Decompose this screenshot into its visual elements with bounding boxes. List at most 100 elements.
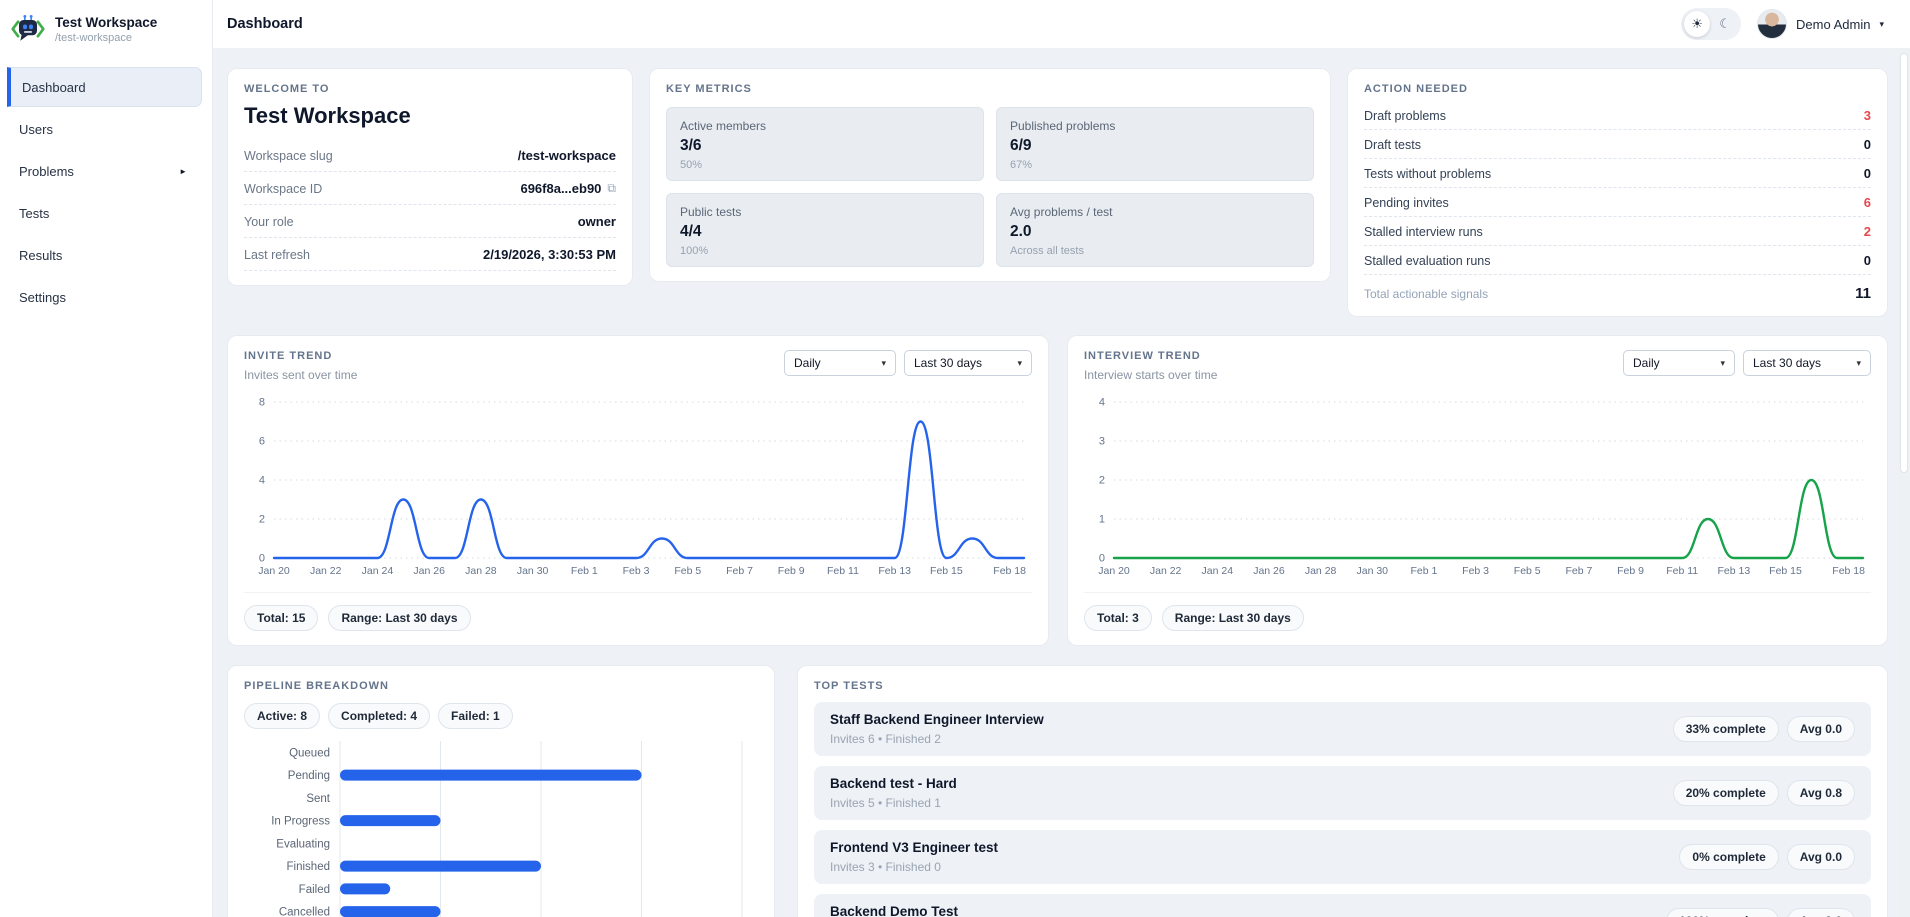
action-row-tests-without-problems: Tests without problems 0 — [1364, 159, 1871, 188]
sidebar-item-settings[interactable]: Settings — [0, 277, 202, 317]
invite-trend-title: INVITE TREND — [244, 350, 333, 362]
sidebar-item-label: Settings — [19, 289, 66, 305]
sidebar-item-dashboard[interactable]: Dashboard — [7, 67, 202, 107]
svg-text:Feb 5: Feb 5 — [674, 565, 701, 577]
sidebar-item-results[interactable]: Results — [0, 235, 202, 275]
scrollbar-thumb[interactable] — [1900, 53, 1908, 473]
select-value: Daily — [794, 356, 821, 370]
svg-text:Feb 11: Feb 11 — [827, 565, 859, 577]
action-count: 0 — [1863, 166, 1871, 181]
sun-icon: ☀ — [1691, 16, 1703, 31]
avg-score-badge: Avg 3.0 — [1786, 908, 1855, 917]
user-menu[interactable]: Demo Admin ▾ — [1757, 9, 1884, 39]
select-value: Last 30 days — [1753, 356, 1822, 370]
invite-trend-card: INVITE TREND Invites sent over time Dail… — [227, 335, 1049, 646]
top-tests-card: TOP TESTS Staff Backend Engineer Intervi… — [797, 665, 1888, 917]
action-row-stalled-evaluation-runs: Stalled evaluation runs 0 — [1364, 246, 1871, 275]
top-tests-section-label: TOP TESTS — [814, 680, 884, 692]
action-needed-section-label: ACTION NEEDED — [1364, 83, 1468, 95]
metric-sub: Across all tests — [1010, 245, 1084, 257]
welcome-workspace-title: Test Workspace — [244, 103, 411, 128]
metric-label: Active members — [680, 119, 767, 133]
interview-trend-chart: 0 1 2 3 4 Jan 20 Jan 22 Jan 24 Jan 26 Jan 28 Jan 3… — [1084, 390, 1871, 580]
workspace-id-value: 696f8a...eb90 — [520, 181, 602, 196]
welcome-card: WELCOME TO Test Workspace Workspace slug… — [227, 68, 633, 286]
svg-text:2: 2 — [259, 514, 265, 526]
workspace-switcher[interactable]: Test Workspace /test-workspace — [0, 0, 212, 61]
interview-range-select[interactable]: Last 30 days ▾ — [1743, 350, 1871, 376]
svg-text:0: 0 — [259, 553, 265, 565]
row-value: 696f8a...eb90 ⧉ — [520, 181, 616, 196]
svg-text:Sent: Sent — [306, 793, 330, 805]
workspace-logo-icon — [11, 14, 45, 41]
pipeline-bar-chart: 02468QueuedPendingSentIn ProgressEvaluat… — [244, 737, 758, 917]
moon-icon: ☾ — [1719, 16, 1731, 31]
invite-range-select[interactable]: Last 30 days ▾ — [904, 350, 1032, 376]
svg-text:Feb 15: Feb 15 — [930, 565, 963, 577]
action-count: 6 — [1863, 195, 1871, 210]
metric-sub: 67% — [1010, 159, 1033, 171]
chevron-down-icon: ▾ — [1856, 357, 1861, 368]
test-row[interactable]: Backend test - Hard Invites 5 • Finished… — [814, 766, 1871, 820]
metric-sub: 50% — [680, 159, 703, 171]
invite-trend-subtitle: Invites sent over time — [244, 368, 358, 382]
dark-mode-button[interactable]: ☾ — [1712, 11, 1738, 37]
metric-tile-active-members: Active members 3/6 50% — [666, 107, 984, 181]
row-value: owner — [577, 214, 616, 229]
select-value: Last 30 days — [914, 356, 983, 370]
sidebar-item-label: Dashboard — [22, 79, 86, 95]
action-label: Stalled interview runs — [1364, 224, 1483, 239]
avg-score-badge: Avg 0.0 — [1786, 716, 1855, 742]
chevron-down-icon: ▾ — [1879, 18, 1884, 29]
sidebar-item-label: Results — [19, 247, 63, 263]
sidebar-item-users[interactable]: Users — [0, 109, 202, 149]
action-label: Tests without problems — [1364, 166, 1492, 181]
test-row[interactable]: Frontend V3 Engineer test Invites 3 • Fi… — [814, 830, 1871, 884]
action-count: 0 — [1863, 253, 1871, 268]
avg-score-badge: Avg 0.0 — [1786, 844, 1855, 870]
metric-value: 2.0 — [1010, 223, 1032, 240]
invite-granularity-select[interactable]: Daily ▾ — [784, 350, 896, 376]
svg-text:Feb 18: Feb 18 — [993, 565, 1026, 577]
svg-text:Jan 22: Jan 22 — [310, 565, 342, 577]
action-count: 2 — [1863, 224, 1871, 239]
chevron-down-icon: ▾ — [881, 357, 886, 368]
row-label: Workspace slug — [244, 148, 333, 163]
sidebar-item-problems[interactable]: Problems ► — [0, 151, 202, 191]
copy-icon[interactable]: ⧉ — [607, 181, 616, 195]
svg-text:Feb 13: Feb 13 — [878, 565, 911, 577]
workspace-id-row: Workspace ID 696f8a...eb90 ⧉ — [244, 172, 616, 205]
action-row-draft-tests: Draft tests 0 — [1364, 130, 1871, 159]
sidebar-item-tests[interactable]: Tests — [0, 193, 202, 233]
svg-text:Feb 7: Feb 7 — [726, 565, 753, 577]
svg-text:1: 1 — [1099, 514, 1105, 526]
svg-text:In Progress: In Progress — [271, 816, 330, 828]
test-row[interactable]: Staff Backend Engineer Interview Invites… — [814, 702, 1871, 756]
welcome-section-label: WELCOME TO — [244, 83, 330, 95]
pipeline-section-label: PIPELINE BREAKDOWN — [244, 680, 389, 692]
light-mode-button[interactable]: ☀ — [1684, 11, 1711, 37]
test-stats: Invites 6 • Finished 2 — [830, 732, 941, 746]
sidebar-item-label: Users — [19, 121, 53, 137]
page-scrollbar — [1898, 49, 1910, 917]
svg-text:2: 2 — [1099, 475, 1105, 487]
svg-text:Jan 26: Jan 26 — [1253, 565, 1285, 577]
completion-badge: 0% complete — [1679, 844, 1779, 870]
pipeline-breakdown-card: PIPELINE BREAKDOWN Active: 8 Completed: … — [227, 665, 775, 917]
svg-text:Feb 3: Feb 3 — [623, 565, 650, 577]
invite-range-badge: Range: Last 30 days — [328, 605, 471, 631]
test-row[interactable]: Backend Demo Test Invites 1 • Finished 1… — [814, 894, 1871, 917]
key-metrics-section-label: KEY METRICS — [666, 83, 752, 95]
svg-text:Jan 22: Jan 22 — [1150, 565, 1182, 577]
theme-toggle: ☀ ☾ — [1681, 8, 1742, 40]
sidebar: Test Workspace /test-workspace Dashboard… — [0, 0, 213, 917]
metric-label: Public tests — [680, 205, 742, 219]
pipeline-completed-badge: Completed: 4 — [328, 703, 431, 729]
svg-text:Feb 1: Feb 1 — [571, 565, 598, 577]
action-total-label: Total actionable signals — [1364, 286, 1489, 301]
pipeline-active-badge: Active: 8 — [244, 703, 321, 729]
action-count: 0 — [1863, 137, 1871, 152]
invite-trend-chart: 0 2 4 6 8 Jan 20 Jan 22 Jan 24 Jan 26 Jan 28 Jan 3… — [244, 390, 1032, 580]
interview-granularity-select[interactable]: Daily ▾ — [1623, 350, 1735, 376]
metric-tile-published-problems: Published problems 6/9 67% — [996, 107, 1314, 181]
